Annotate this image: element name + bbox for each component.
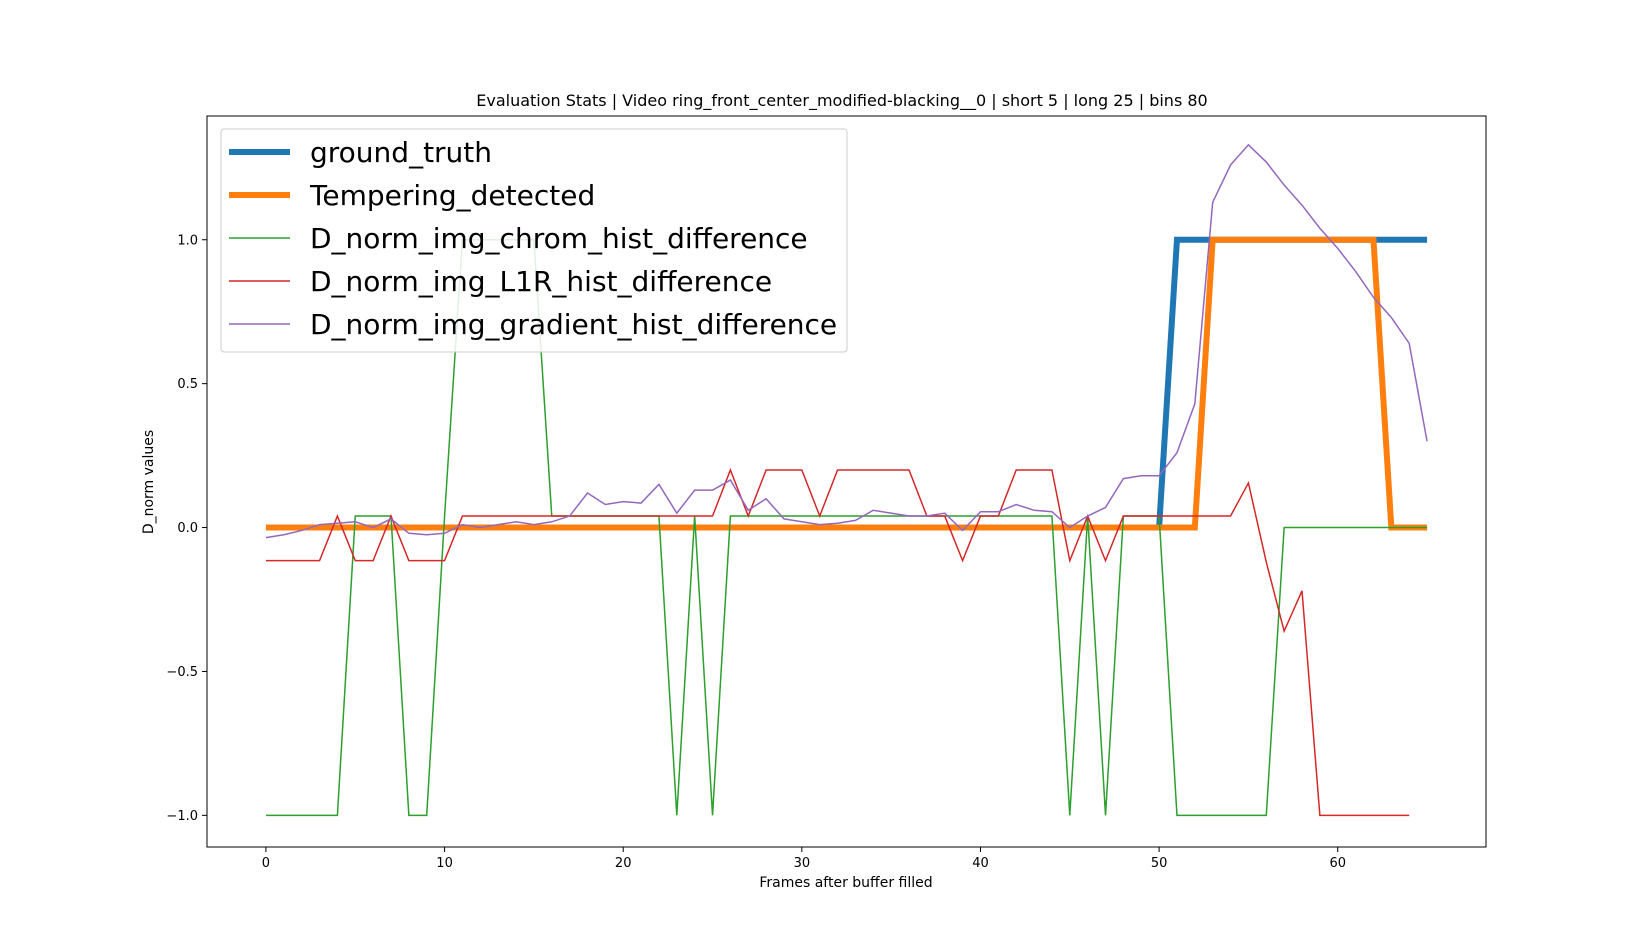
- series-line-d-norm-img-gradient-hist-difference: [265, 143, 1428, 539]
- y-axis-label: D_norm values: [141, 430, 157, 534]
- chart-title: Evaluation Stats | Video ring_front_cent…: [476, 91, 1207, 111]
- x-tick-label: 30: [794, 856, 811, 871]
- plot-area-frame: [206, 115, 1487, 848]
- x-axis-label: Frames after buffer filled: [759, 875, 932, 891]
- x-tick-label: 40: [972, 856, 989, 871]
- legend-frame: [220, 128, 848, 353]
- x-tick-label: 0: [262, 856, 270, 871]
- x-tick-label: 20: [615, 856, 632, 871]
- legend-label-ground-truth: ground_truth: [310, 136, 492, 169]
- y-tick-label: −0.5: [166, 665, 198, 680]
- legend-label-d-norm-img-l1r-hist-difference: D_norm_img_L1R_hist_difference: [310, 265, 772, 298]
- y-tick-label: 1.0: [177, 233, 198, 248]
- legend-label-tempering-detected: Tempering_detected: [309, 179, 595, 212]
- series-line-d-norm-img-l1r-hist-difference: [265, 467, 1410, 817]
- y-tick-label: −1.0: [166, 809, 198, 824]
- x-tick-label: 60: [1329, 856, 1346, 871]
- y-tick-label: 0.5: [177, 377, 198, 392]
- legend-label-d-norm-img-chrom-hist-difference: D_norm_img_chrom_hist_difference: [310, 222, 808, 255]
- legend: ground_truth Tempering_detected D_norm_img…: [220, 128, 848, 353]
- x-axis: 0 10 20 30 40 50 60: [262, 847, 1346, 871]
- y-tick-label: 0.0: [177, 521, 198, 536]
- x-tick-label: 50: [1151, 856, 1168, 871]
- x-tick-label: 10: [436, 856, 453, 871]
- legend-label-d-norm-img-gradient-hist-difference: D_norm_img_gradient_hist_difference: [310, 308, 837, 341]
- y-axis: −1.0 −0.5 0.0 0.5 1.0: [166, 233, 207, 824]
